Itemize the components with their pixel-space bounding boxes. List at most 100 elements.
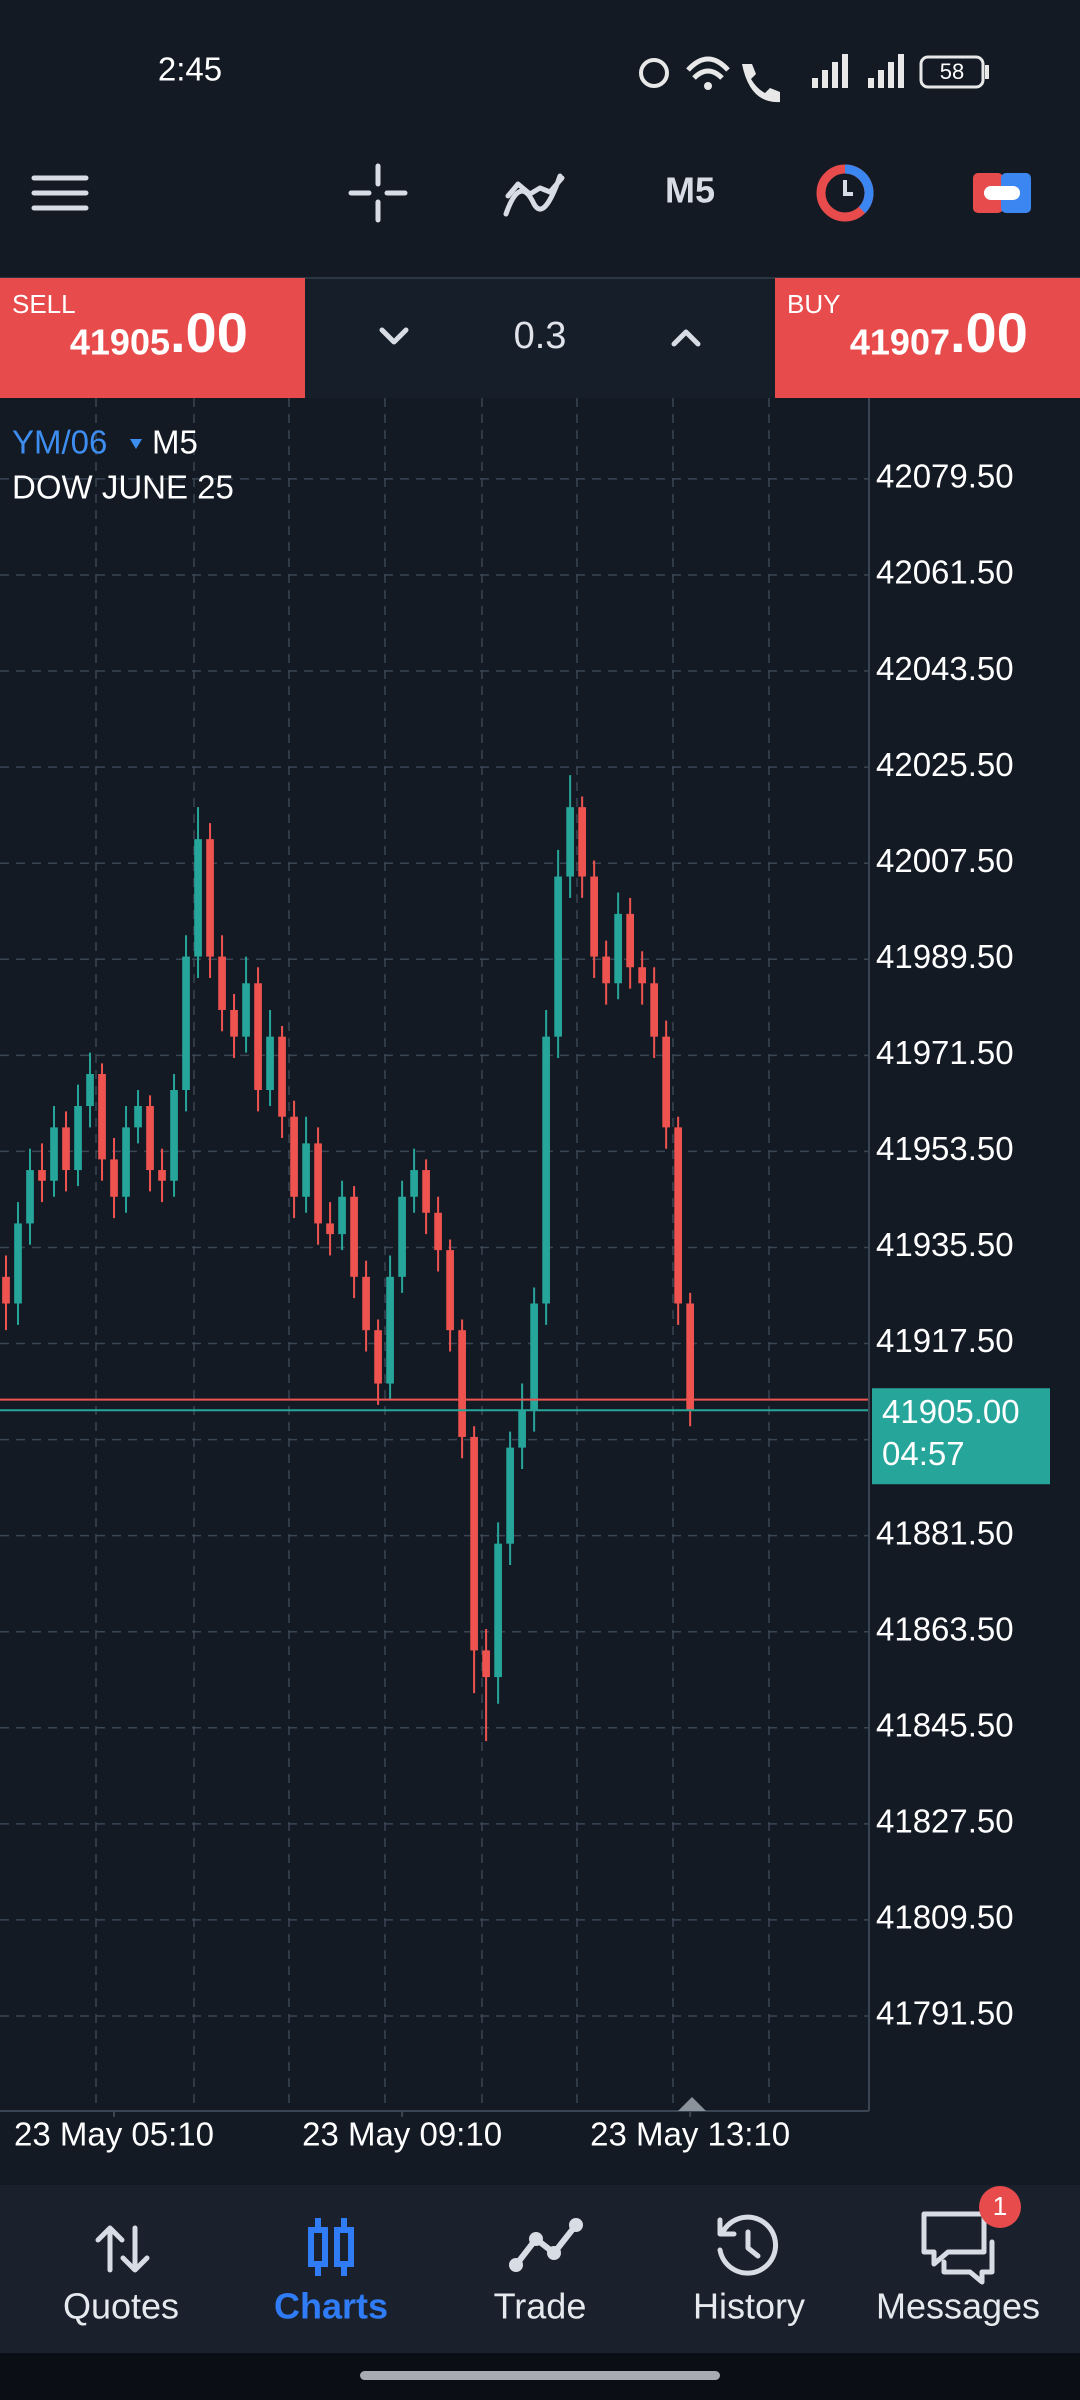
x-tick-label: 23 May 13:10 [590, 2116, 790, 2153]
candle-body [26, 1170, 34, 1224]
candle-body [86, 1074, 94, 1107]
nav-label[interactable]: Trade [494, 2286, 587, 2327]
candle-body [194, 839, 202, 957]
candle-body [542, 1036, 550, 1304]
volume-up[interactable] [671, 329, 701, 347]
candle-body [326, 1223, 334, 1235]
candle-body [122, 1127, 130, 1197]
candle-body [302, 1143, 310, 1197]
candle-body [182, 956, 190, 1091]
candle-body [662, 1036, 670, 1128]
y-tick-label: 42043.50 [876, 650, 1014, 687]
volume-down[interactable] [379, 327, 409, 345]
current-price-box [872, 1388, 1050, 1485]
candle-body [14, 1223, 22, 1304]
x-tick-label: 23 May 05:10 [14, 2116, 214, 2153]
candle-body [266, 1036, 274, 1091]
candle-body [254, 983, 262, 1091]
candle-body [314, 1143, 322, 1224]
symbol-dropdown[interactable] [130, 439, 142, 449]
candle-body [2, 1276, 10, 1304]
candle-body [386, 1276, 394, 1384]
sell-label: SELL [12, 289, 76, 319]
y-tick-label: 42007.50 [876, 842, 1014, 879]
nav-label[interactable]: Quotes [63, 2286, 179, 2327]
candle-body [566, 807, 574, 877]
battery-level: 58 [940, 59, 964, 84]
candle-body [410, 1170, 418, 1197]
timeframe-button[interactable]: M5 [665, 170, 715, 211]
candle-body [626, 913, 634, 968]
y-tick-label: 41827.50 [876, 1803, 1014, 1840]
crosshair-button[interactable] [348, 163, 408, 223]
vertical-grid [95, 398, 770, 2111]
scroll-marker[interactable] [678, 2097, 706, 2111]
sell-price-main: 41905 [70, 322, 170, 363]
nav-label[interactable]: History [693, 2286, 805, 2327]
candle-body [674, 1127, 682, 1304]
candle-body [290, 1116, 298, 1197]
one-click-toggle[interactable] [973, 173, 1031, 213]
candle-body [338, 1196, 346, 1235]
candle-body [470, 1436, 478, 1651]
y-tick-label: 42061.50 [876, 554, 1014, 591]
y-tick-label: 41809.50 [876, 1899, 1014, 1936]
candle-body [650, 983, 658, 1037]
sell-button[interactable]: SELL 41905 .00 [0, 278, 305, 398]
status-time: 2:45 [158, 51, 222, 88]
bottom-nav [0, 2185, 1080, 2353]
candle-body [98, 1074, 106, 1160]
y-tick-label: 41953.50 [876, 1130, 1014, 1167]
quotes-icon [95, 2225, 150, 2273]
candle-body [170, 1090, 178, 1181]
y-tick-label: 41971.50 [876, 1034, 1014, 1071]
nav-label[interactable]: Charts [274, 2286, 388, 2327]
nav-label[interactable]: Messages [876, 2286, 1040, 2327]
candle-body [578, 807, 586, 877]
y-tick-label: 41791.50 [876, 1995, 1014, 2032]
candle-body [74, 1106, 82, 1171]
candle-body [602, 956, 610, 984]
chart-description: DOW JUNE 25 [12, 469, 234, 506]
candle-body [590, 876, 598, 957]
gesture-bar [360, 2371, 720, 2380]
menu-button[interactable] [31, 175, 89, 211]
y-tick-label: 42079.50 [876, 458, 1014, 495]
buy-price-frac: .00 [950, 301, 1028, 364]
current-price-label: 41905.00 [882, 1393, 1020, 1430]
candle-body [134, 1106, 142, 1128]
candle-body [434, 1212, 442, 1251]
buy-price-main: 41907 [850, 322, 950, 363]
candle-body [518, 1410, 526, 1448]
nav-labels: Quotes Charts Trade History Messages [63, 2286, 1040, 2327]
candle-body [494, 1543, 502, 1678]
chart-symbol[interactable]: YM/06 [12, 424, 107, 461]
history-icon [717, 2214, 779, 2276]
x-tick-label: 23 May 09:10 [302, 2116, 502, 2153]
messages-badge-count: 1 [993, 2191, 1007, 2221]
volume-value[interactable]: 0.3 [514, 315, 567, 357]
candle-body [278, 1036, 286, 1117]
candle-body [218, 956, 226, 1010]
clock-button[interactable] [816, 164, 874, 222]
y-tick-label: 41989.50 [876, 938, 1014, 975]
candle-body [446, 1250, 454, 1331]
candle-body [350, 1196, 358, 1277]
status-icons [639, 54, 989, 103]
trade-icon [509, 2218, 583, 2272]
charts-icon [308, 2218, 354, 2276]
candle-body [158, 1170, 166, 1181]
candle-body [374, 1330, 382, 1384]
candle-body [530, 1303, 538, 1411]
candle-body [398, 1196, 406, 1277]
candle-body [554, 876, 562, 1037]
buy-button[interactable]: BUY 41907 .00 [775, 278, 1080, 398]
candle-body [614, 913, 622, 984]
candle-body [482, 1650, 490, 1678]
y-tick-label: 41917.50 [876, 1322, 1014, 1359]
candle-body [206, 839, 214, 957]
candle-body [110, 1159, 118, 1197]
indicators-button[interactable] [503, 173, 565, 217]
